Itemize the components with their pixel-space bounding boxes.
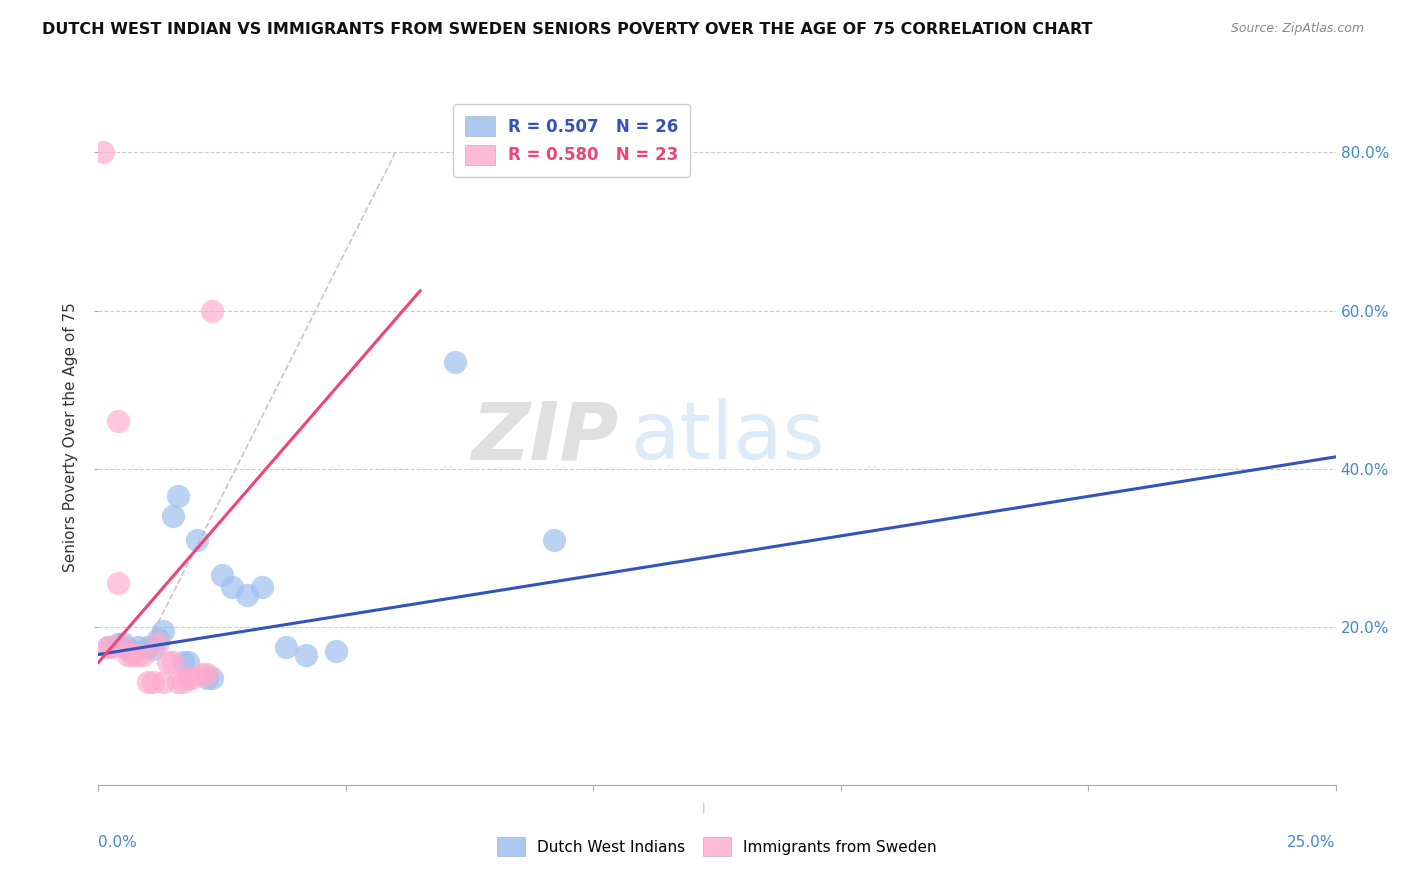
Point (162, 656, 184, 670)
Point (172, 656, 194, 670)
Point (186, 533, 208, 547)
Point (181, 671, 204, 685)
Point (176, 656, 198, 670)
Point (142, 642, 165, 657)
Point (146, 632, 169, 646)
Point (107, 576, 129, 591)
Point (166, 675, 188, 690)
Point (195, 671, 218, 685)
Point (152, 624, 174, 638)
Text: |: | (702, 803, 704, 814)
Point (250, 580, 273, 594)
Point (276, 640, 298, 654)
Text: Source: ZipAtlas.com: Source: ZipAtlas.com (1230, 22, 1364, 36)
Point (93, 145, 115, 160)
Point (103, 640, 125, 654)
Point (295, 648, 318, 662)
Point (107, 414, 129, 428)
Point (201, 671, 224, 685)
Point (443, 355, 465, 369)
Point (107, 637, 129, 651)
Point (236, 588, 259, 602)
Point (152, 675, 174, 690)
Point (543, 533, 565, 547)
Text: 0.0%: 0.0% (98, 836, 138, 850)
Point (127, 648, 149, 662)
Point (136, 675, 159, 690)
Point (127, 640, 149, 654)
Point (146, 635, 169, 649)
Legend: Dutch West Indians, Immigrants from Sweden: Dutch West Indians, Immigrants from Swed… (491, 831, 943, 862)
Point (112, 635, 135, 649)
Point (132, 648, 155, 662)
Point (172, 675, 194, 690)
Point (195, 667, 218, 681)
Point (156, 656, 179, 670)
Point (176, 671, 198, 685)
Point (142, 675, 165, 690)
Text: atlas: atlas (630, 398, 825, 476)
Text: ZIP: ZIP (471, 398, 619, 476)
Point (191, 667, 214, 681)
Legend: R = 0.507   N = 26, R = 0.580   N = 23: R = 0.507 N = 26, R = 0.580 N = 23 (453, 104, 690, 177)
Point (221, 580, 243, 594)
Text: DUTCH WEST INDIAN VS IMMIGRANTS FROM SWEDEN SENIORS POVERTY OVER THE AGE OF 75 C: DUTCH WEST INDIAN VS IMMIGRANTS FROM SWE… (42, 22, 1092, 37)
Point (122, 645, 145, 659)
Point (97, 640, 120, 654)
Text: 25.0%: 25.0% (1288, 836, 1336, 850)
Point (211, 568, 233, 582)
Point (112, 640, 135, 654)
Point (117, 648, 139, 662)
Point (117, 642, 139, 657)
Point (162, 509, 184, 524)
Point (136, 640, 159, 654)
Point (166, 489, 188, 503)
Point (201, 303, 224, 318)
Point (97, 640, 120, 654)
Y-axis label: Seniors Poverty Over the Age of 75: Seniors Poverty Over the Age of 75 (63, 302, 79, 572)
Point (325, 643, 347, 657)
Point (122, 648, 145, 662)
